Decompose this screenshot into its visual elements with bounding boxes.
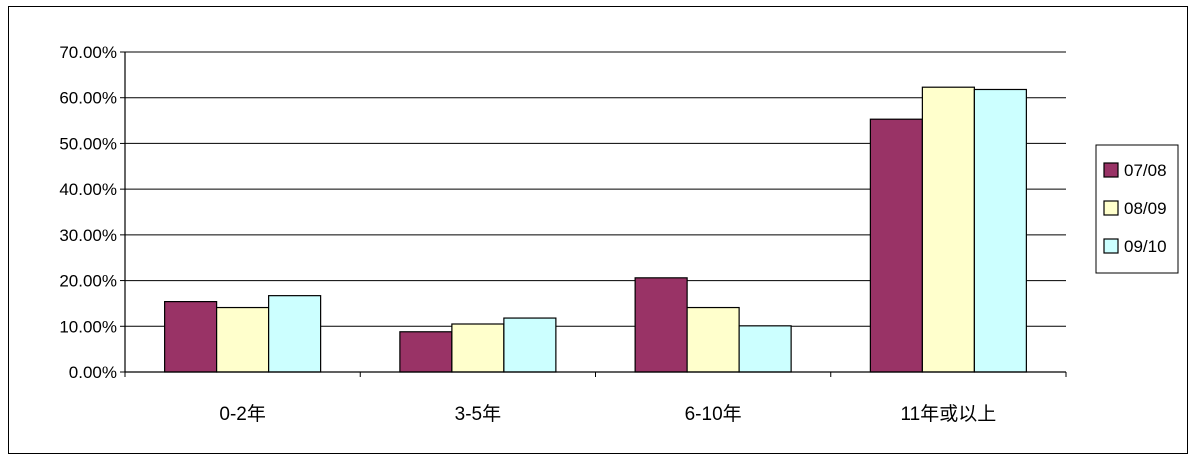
y-tick-label: 0.00%	[69, 363, 117, 382]
legend: 07/08 08/09 09/10	[1095, 144, 1179, 274]
bar-08-09-3	[921, 86, 975, 373]
y-tick-label: 70.00%	[59, 43, 117, 62]
legend-label: 09/10	[1124, 237, 1167, 256]
x-tick-label: 11年或以上	[901, 403, 997, 425]
gridlines	[125, 51, 1066, 327]
y-tick-label: 40.00%	[59, 180, 117, 199]
bar-09-10-2	[738, 325, 792, 373]
bar-08-09-0	[216, 306, 270, 373]
bar-07-08-3	[869, 118, 923, 373]
bar-07-08-0	[164, 301, 218, 373]
legend-swatch	[1103, 238, 1119, 254]
bar-chart: 0.00% 10.00% 20.00% 30.00% 40.00% 50.00% 60.00…	[59, 43, 1179, 425]
x-tick-label: 0-2年	[219, 403, 265, 425]
y-tick-label: 10.00%	[59, 317, 117, 336]
y-tick-label: 50.00%	[59, 134, 117, 153]
chart-frame: 0.00% 10.00% 20.00% 30.00% 40.00% 50.00% 60.00…	[8, 6, 1188, 454]
y-tick-label: 60.00%	[59, 89, 117, 108]
bar-09-10-3	[973, 88, 1027, 373]
bars	[164, 86, 1027, 373]
legend-swatch	[1103, 200, 1119, 216]
y-axis-ticks: 0.00% 10.00% 20.00% 30.00% 40.00% 50.00% 60.00…	[59, 43, 125, 382]
bar-09-10-0	[268, 295, 322, 373]
x-axis-ticks: 0-2年 3-5年 6-10年 11年或以上	[124, 372, 1067, 425]
bar-08-09-1	[451, 323, 505, 373]
bar-07-08-2	[634, 277, 688, 373]
x-tick-label: 6-10年	[685, 403, 742, 425]
bar-08-09-2	[686, 306, 740, 373]
legend-swatch	[1103, 162, 1119, 178]
y-tick-label: 20.00%	[59, 272, 117, 291]
x-tick-label: 3-5年	[455, 403, 501, 425]
y-tick-label: 30.00%	[59, 226, 117, 245]
bar-07-08-1	[399, 331, 453, 373]
bar-09-10-1	[503, 317, 557, 373]
legend-label: 08/09	[1124, 199, 1167, 218]
legend-label: 07/08	[1124, 161, 1167, 180]
